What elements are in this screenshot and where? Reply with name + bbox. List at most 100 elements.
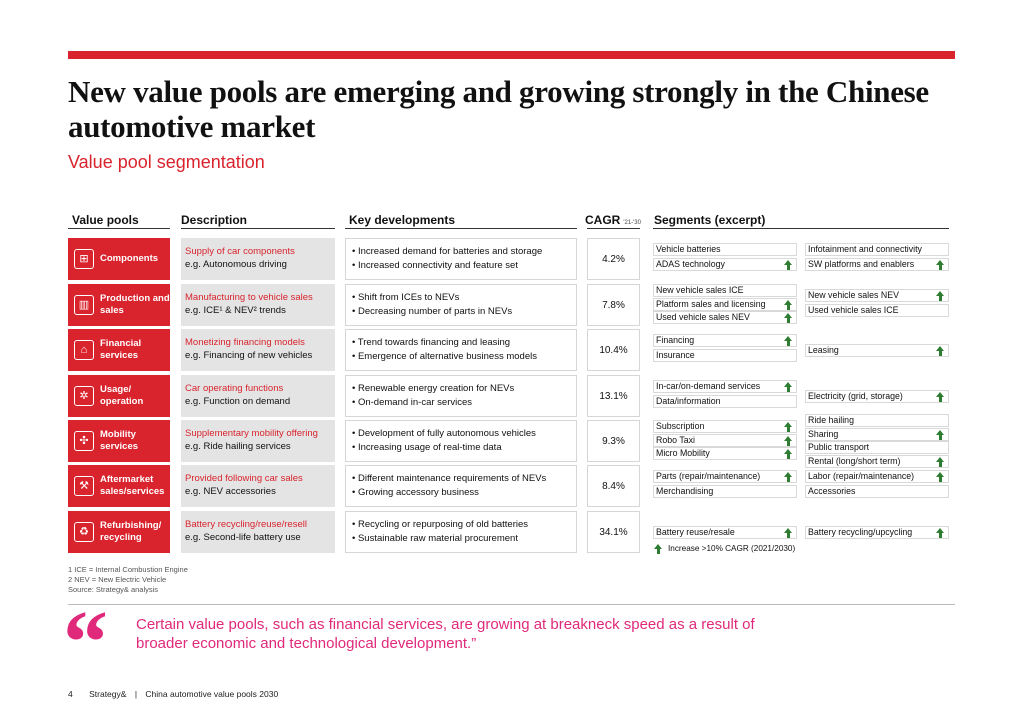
value-pool-name: Aftermarket sales/services [100, 474, 165, 497]
table-row: ⊞ Components Supply of car components e.g. … [0, 238, 1024, 280]
up-arrow-icon [936, 472, 945, 482]
segment-item: New vehicle sales ICE [653, 284, 797, 297]
description-cell: Manufacturing to vehicle sales e.g. ICE¹ … [181, 284, 335, 326]
cagr-value: 9.3% [587, 420, 640, 462]
description-cell: Car operating functions e.g. Function on … [181, 375, 335, 417]
header-rule [653, 228, 949, 229]
description-example: e.g. Second-life battery use [185, 532, 301, 543]
segment-label: Robo Taxi [656, 434, 695, 445]
up-arrow-icon [784, 299, 793, 310]
divider [68, 604, 955, 605]
key-development-item: Shift from ICEs to NEVs [352, 291, 576, 305]
header-rule [345, 228, 577, 229]
description-example: e.g. Function on demand [185, 396, 291, 407]
quote-mark-icon: “ [63, 593, 108, 692]
segment-item: Financing [653, 334, 797, 347]
up-arrow-icon [784, 435, 793, 446]
up-arrow-icon [936, 291, 945, 301]
segment-label: Public transport [808, 442, 870, 452]
segment-item: Vehicle batteries [653, 243, 797, 256]
up-arrow-icon [936, 429, 945, 440]
segment-item: Electricity (grid, storage) [805, 390, 949, 403]
value-pool-name: Production and sales [100, 293, 170, 316]
header-description: Description [181, 213, 248, 227]
segment-item: Battery reuse/resale [653, 526, 797, 539]
segment-item: Leasing [805, 344, 949, 357]
description-cell: Provided following car sales e.g. NEV acc… [181, 465, 335, 507]
segment-item: New vehicle sales NEV [805, 289, 949, 302]
table-row: ⚒ Aftermarket sales/services Provided foll… [0, 465, 1024, 507]
table-row: ♻ Refurbishing/ recycling Battery recyclin… [0, 511, 1024, 553]
description-title: Monetizing financing models [185, 337, 305, 348]
up-arrow-icon [784, 260, 793, 270]
up-arrow-icon [784, 422, 793, 432]
bank-icon: ⌂ [74, 340, 94, 360]
header-value-pools: Value pools [72, 213, 139, 227]
table-row: ✲ Usage/ operation Car operating functions… [0, 375, 1024, 417]
segment-label: Merchandising [656, 486, 714, 496]
header-key-developments: Key developments [349, 213, 456, 227]
value-pool-name: Financial services [100, 338, 142, 361]
key-development-item: Increased connectivity and feature set [352, 259, 576, 273]
table-row: ▥ Production and sales Manufacturing to ve… [0, 284, 1024, 326]
segment-label: Parts (repair/maintenance) [656, 471, 761, 481]
segment-item: Robo Taxi [653, 433, 797, 447]
header-cagr: CAGR '21-'30 [585, 213, 641, 227]
segment-label: SW platforms and enablers [808, 259, 915, 269]
key-development-item: Renewable energy creation for NEVs [352, 382, 576, 396]
cagr-value: 8.4% [587, 465, 640, 507]
key-developments-cell: Trend towards financing and leasingEmerg… [345, 329, 577, 371]
segment-item: Labor (repair/maintenance) [805, 470, 949, 483]
source-note: Source: Strategy& analysis [68, 585, 159, 594]
key-developments-cell: Increased demand for batteries and stora… [345, 238, 577, 280]
segment-label: Data/information [656, 396, 721, 406]
key-development-item: Sustainable raw material procurement [352, 532, 576, 546]
network-icon: ✣ [74, 431, 94, 451]
segment-label: Micro Mobility [656, 448, 710, 458]
segment-item: Parts (repair/maintenance) [653, 470, 797, 483]
description-example: e.g. Autonomous driving [185, 259, 287, 270]
segment-label: Vehicle batteries [656, 244, 721, 254]
car-component-icon: ⊞ [74, 249, 94, 269]
description-title: Provided following car sales [185, 473, 303, 484]
gear-icon: ✲ [74, 386, 94, 406]
cagr-value: 7.8% [587, 284, 640, 326]
value-pool-name: Refurbishing/ recycling [100, 520, 162, 543]
segment-label: Electricity (grid, storage) [808, 391, 903, 401]
segment-item: ADAS technology [653, 258, 797, 271]
footnote: 2 NEV = New Electric Vehicle [68, 575, 167, 584]
key-development-item: Growing accessory business [352, 486, 576, 500]
segment-label: Rental (long/short term) [808, 455, 901, 466]
up-arrow-icon [936, 346, 945, 356]
table-row: ⌂ Financial services Monetizing financing … [0, 329, 1024, 371]
segment-label: Battery recycling/upcycling [808, 527, 913, 537]
description-cell: Supplementary mobility offering e.g. Ride… [181, 420, 335, 462]
up-arrow-icon [784, 336, 793, 346]
table-row: ✣ Mobility services Supplementary mobility… [0, 420, 1024, 462]
footer-document-title: China automotive value pools 2030 [145, 689, 279, 699]
description-title: Supplementary mobility offering [185, 428, 318, 439]
description-example: e.g. ICE¹ & NEV² trends [185, 305, 286, 316]
header-cagr-label: CAGR [585, 213, 621, 227]
description-title: Supply of car components [185, 246, 295, 257]
segment-item: Micro Mobility [653, 447, 797, 460]
footer-separator: | [134, 689, 138, 699]
segment-item: Battery recycling/upcycling [805, 526, 949, 539]
up-arrow-icon [936, 392, 945, 402]
value-pool-name: Usage/ operation [100, 384, 144, 407]
key-development-item: Decreasing number of parts in NEVs [352, 305, 576, 319]
segment-item: Merchandising [653, 485, 797, 498]
legend-text: Increase >10% CAGR (2021/2030) [668, 544, 796, 553]
key-development-item: Development of fully autonomous vehicles [352, 427, 576, 441]
segment-item: Infotainment and connectivity [805, 243, 949, 256]
segment-label: Used vehicle sales NEV [656, 312, 750, 322]
up-arrow-icon [936, 528, 945, 538]
segment-item: Insurance [653, 349, 797, 362]
cagr-value: 34.1% [587, 511, 640, 553]
value-pool-cell: ✲ Usage/ operation [68, 375, 170, 417]
value-pool-cell: ✣ Mobility services [68, 420, 170, 462]
up-arrow-icon [784, 313, 793, 323]
key-developments-cell: Shift from ICEs to NEVsDecreasing number… [345, 284, 577, 326]
cagr-value: 10.4% [587, 329, 640, 371]
key-developments-cell: Renewable energy creation for NEVsOn-dem… [345, 375, 577, 417]
